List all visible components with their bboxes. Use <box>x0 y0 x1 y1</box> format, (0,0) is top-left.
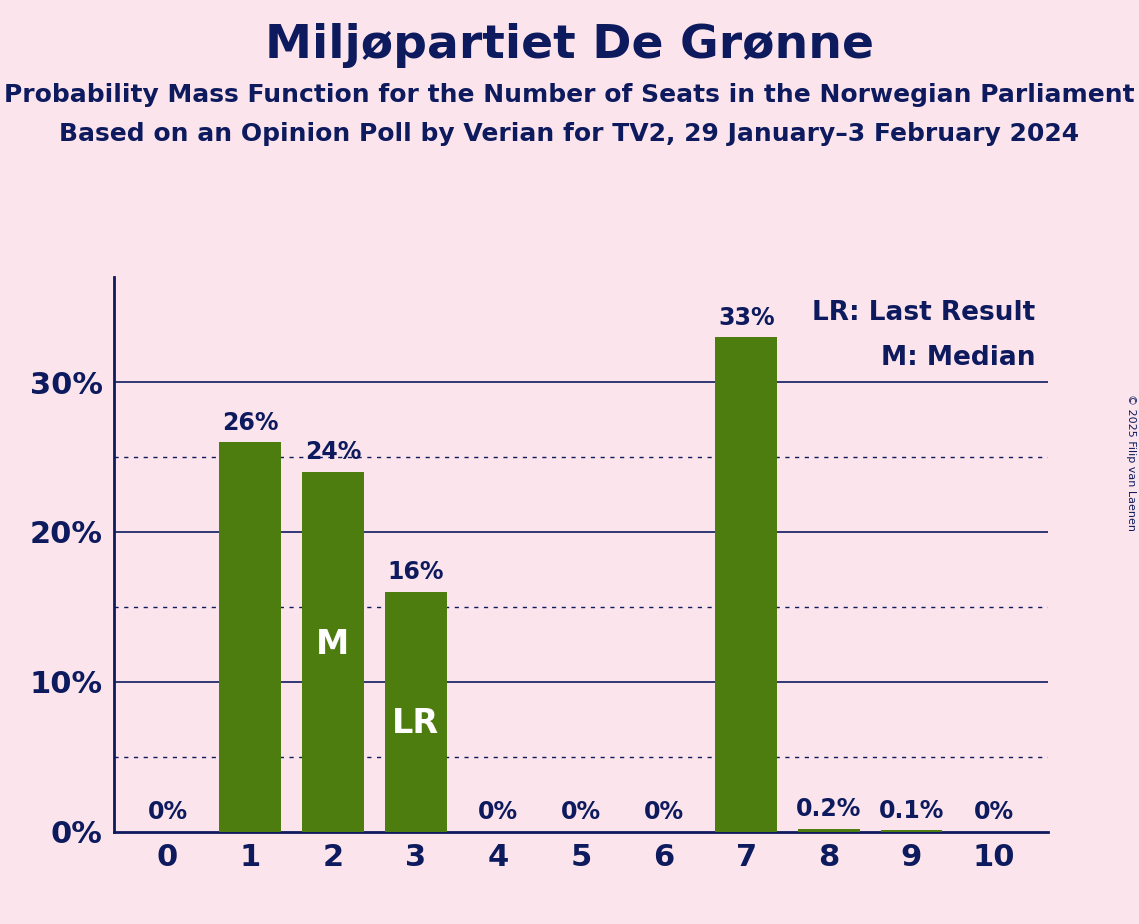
Text: Probability Mass Function for the Number of Seats in the Norwegian Parliament: Probability Mass Function for the Number… <box>5 83 1134 107</box>
Text: Based on an Opinion Poll by Verian for TV2, 29 January–3 February 2024: Based on an Opinion Poll by Verian for T… <box>59 122 1080 146</box>
Text: 0%: 0% <box>560 800 601 824</box>
Bar <box>385 592 446 832</box>
Text: 0.1%: 0.1% <box>879 798 944 822</box>
Text: M: Median: M: Median <box>880 345 1035 371</box>
Text: 26%: 26% <box>222 410 279 434</box>
Text: 24%: 24% <box>305 441 361 465</box>
Text: 0%: 0% <box>644 800 683 824</box>
Text: 33%: 33% <box>718 306 775 330</box>
Text: M: M <box>317 628 350 661</box>
Text: © 2025 Filip van Laenen: © 2025 Filip van Laenen <box>1126 394 1136 530</box>
Text: Miljøpartiet De Grønne: Miljøpartiet De Grønne <box>265 23 874 68</box>
Text: LR: Last Result: LR: Last Result <box>812 299 1035 325</box>
Text: 0%: 0% <box>974 800 1014 824</box>
Bar <box>302 472 364 832</box>
Text: 0%: 0% <box>148 800 188 824</box>
Bar <box>880 830 942 832</box>
Bar <box>797 829 860 832</box>
Text: 0%: 0% <box>478 800 518 824</box>
Text: LR: LR <box>392 707 440 740</box>
Text: 0.2%: 0.2% <box>796 797 861 821</box>
Bar <box>220 442 281 832</box>
Bar <box>715 337 777 832</box>
Text: 16%: 16% <box>387 560 444 584</box>
